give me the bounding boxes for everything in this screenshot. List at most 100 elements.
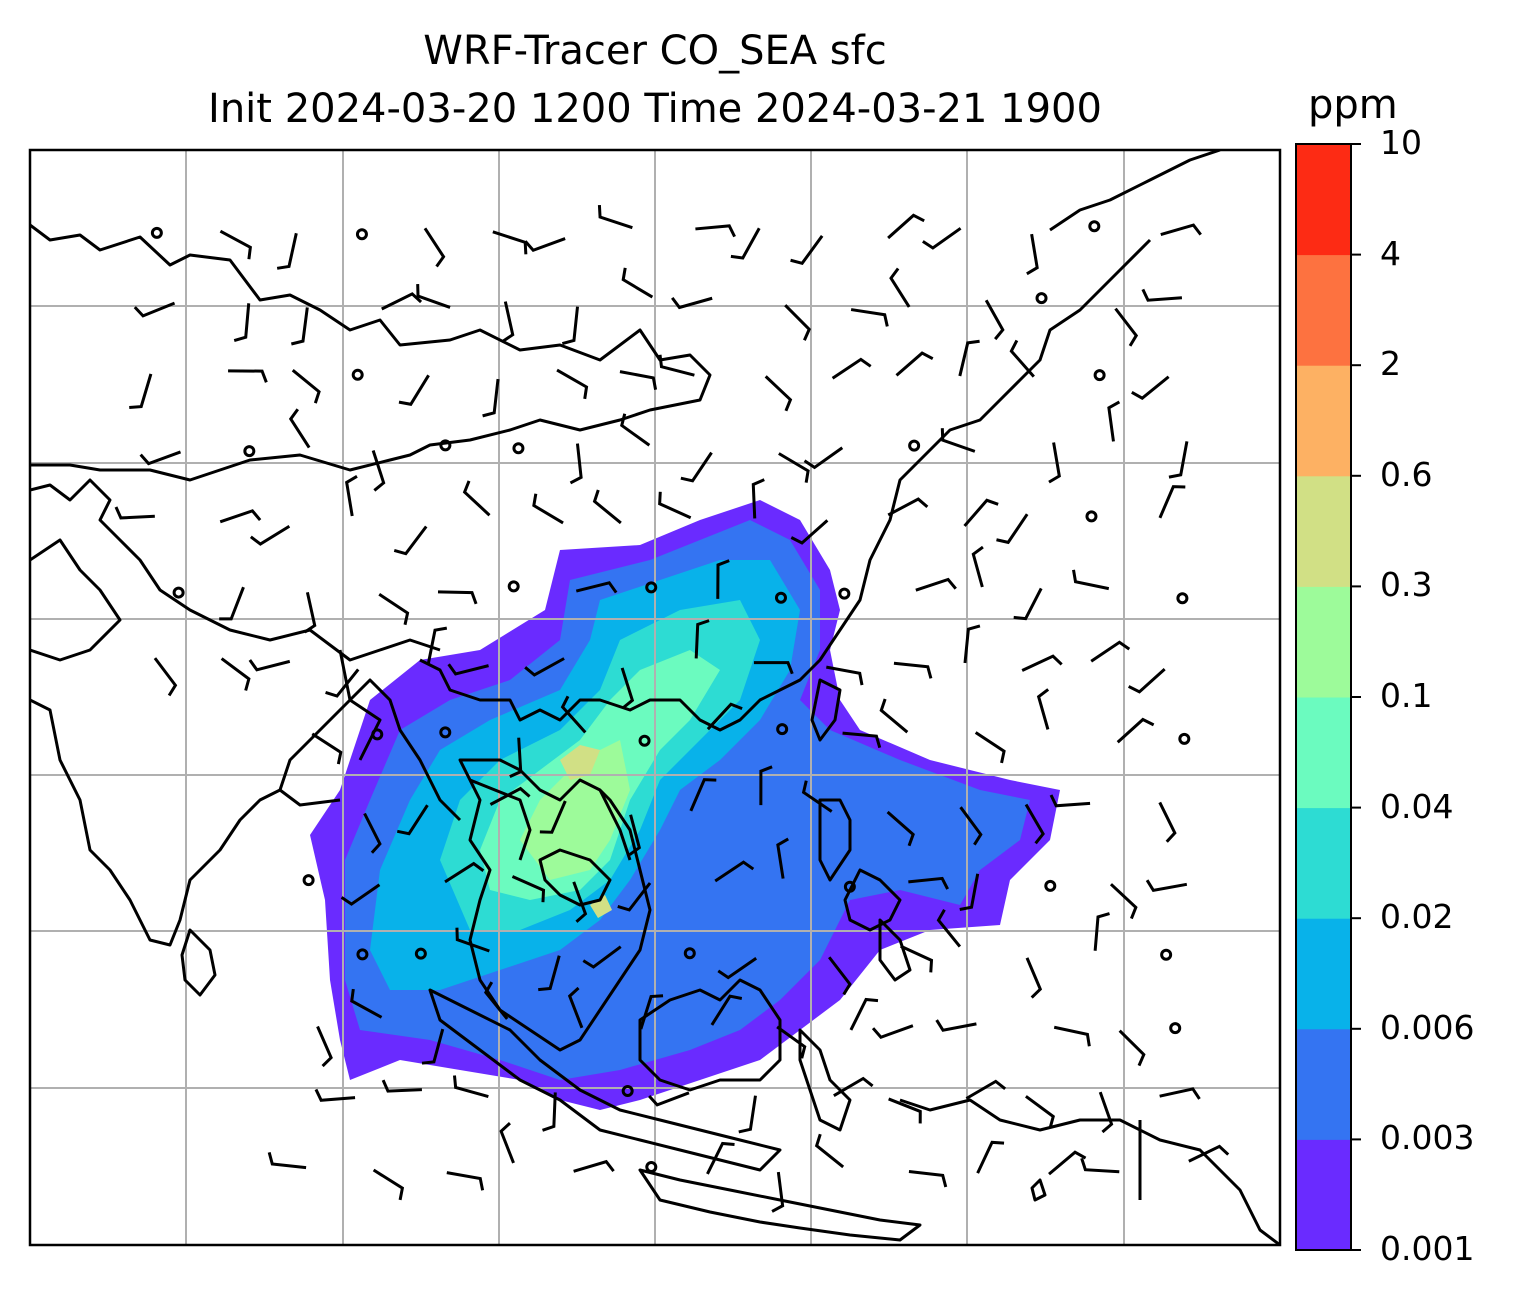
wind-barb [706,702,743,731]
wind-barb [887,497,929,517]
calm-wind-circle [302,874,315,887]
wind-barb [617,882,652,912]
calm-wind-circle [1176,592,1189,605]
wind-barb [887,213,925,240]
colorbar-tick-label: 0.02 [1380,897,1454,937]
map-panel [30,150,1280,1245]
wind-barb [1021,654,1063,672]
wind-barb [340,883,381,906]
calm-wind-circle [645,1161,658,1174]
wind-barb [398,374,430,406]
wind-barb [959,806,983,846]
colorbar-segment [1296,144,1351,256]
colorbar-segment [1296,254,1351,366]
wind-barb [1025,957,1043,999]
wind-barb [567,986,584,1029]
wind-barb [325,668,360,698]
wind-barb [886,810,915,847]
wind-barb [648,1091,690,1107]
wind-barb [828,956,852,996]
wind-barb [940,428,976,453]
wind-barb [446,1171,485,1191]
wind-barb [879,698,909,734]
wind-barb [501,301,515,343]
wind-barb [597,205,633,230]
wind-barb [790,519,829,545]
colorbar-tick-label: 0.003 [1380,1118,1475,1158]
wind-barb [790,234,824,266]
wind-barb [542,1092,557,1132]
wind-barb [1072,569,1110,591]
wind-barb [826,665,864,686]
wind-barb [689,778,717,812]
wind-barb [447,663,489,676]
calm-wind-circle [638,734,651,747]
wind-barb [573,1159,615,1173]
wind-barb [778,452,810,483]
wind-barb [620,667,635,710]
wind-barb [958,339,980,377]
wind-barb [833,1076,874,1097]
wind-barb [1160,223,1202,236]
colorbar-tick-label: 0.3 [1380,565,1433,605]
calm-wind-circle [1035,292,1048,305]
wind-barb [694,619,710,659]
wind-barb [753,661,794,675]
wind-barb [129,373,153,410]
wind-barb [959,873,980,911]
wind-barb [831,357,872,380]
map-frame [28,148,1282,1247]
wind-barb [658,354,695,377]
colorbar-tick-label: 10 [1380,123,1422,162]
wind-barb [489,786,531,806]
wind-barb [572,881,588,923]
wind-barb [444,861,485,884]
calm-wind-circle [621,1084,634,1097]
wind-barb [1114,307,1139,347]
coastlines [30,150,1280,1245]
wind-barb [378,593,410,626]
wind-barb [1109,883,1138,920]
wind-barb [219,229,252,260]
wind-barb [1048,442,1061,484]
wind-barb [371,450,386,492]
wind-barb [717,956,758,980]
wind-barb [303,591,317,634]
wind-barb [974,731,1006,764]
wind-barb [532,493,564,525]
wind-barb [582,945,622,969]
calm-wind-circle [1160,948,1173,961]
calm-wind-circle [838,587,851,600]
calm-wind-circle [843,880,856,893]
colorbar-segment [1296,807,1351,919]
wind-barb [908,1170,948,1188]
wind-barb [850,308,889,327]
wind-barb [1116,717,1155,744]
wind-barb [628,814,642,856]
wind-barb [936,909,962,948]
wind-barb [1026,233,1039,276]
colorbar-tick-label: 0.1 [1380,676,1433,715]
wind-barb [695,224,736,238]
wind-barb [1145,879,1188,893]
colorbar [1295,143,1361,1251]
wind-barb [248,659,291,672]
wind-barb [1107,400,1121,442]
wind-barb [1128,668,1166,694]
wind-barb [935,1019,977,1032]
calm-wind-circle [683,947,696,960]
wind-barb [1118,1029,1146,1067]
wind-barb [1013,587,1043,621]
wind-barb [421,1028,445,1065]
wind-barb [1098,1091,1114,1134]
wind-barb [363,812,382,854]
wind-barb [592,489,622,525]
wind-barb [759,765,773,806]
wind-barb [483,981,509,1020]
wind-barb [1036,688,1050,730]
wind-barb [965,1079,1007,1100]
wind-barb [524,237,566,253]
wind-barb [895,351,934,377]
wind-barb [801,780,833,813]
wind-barb [984,299,1005,341]
